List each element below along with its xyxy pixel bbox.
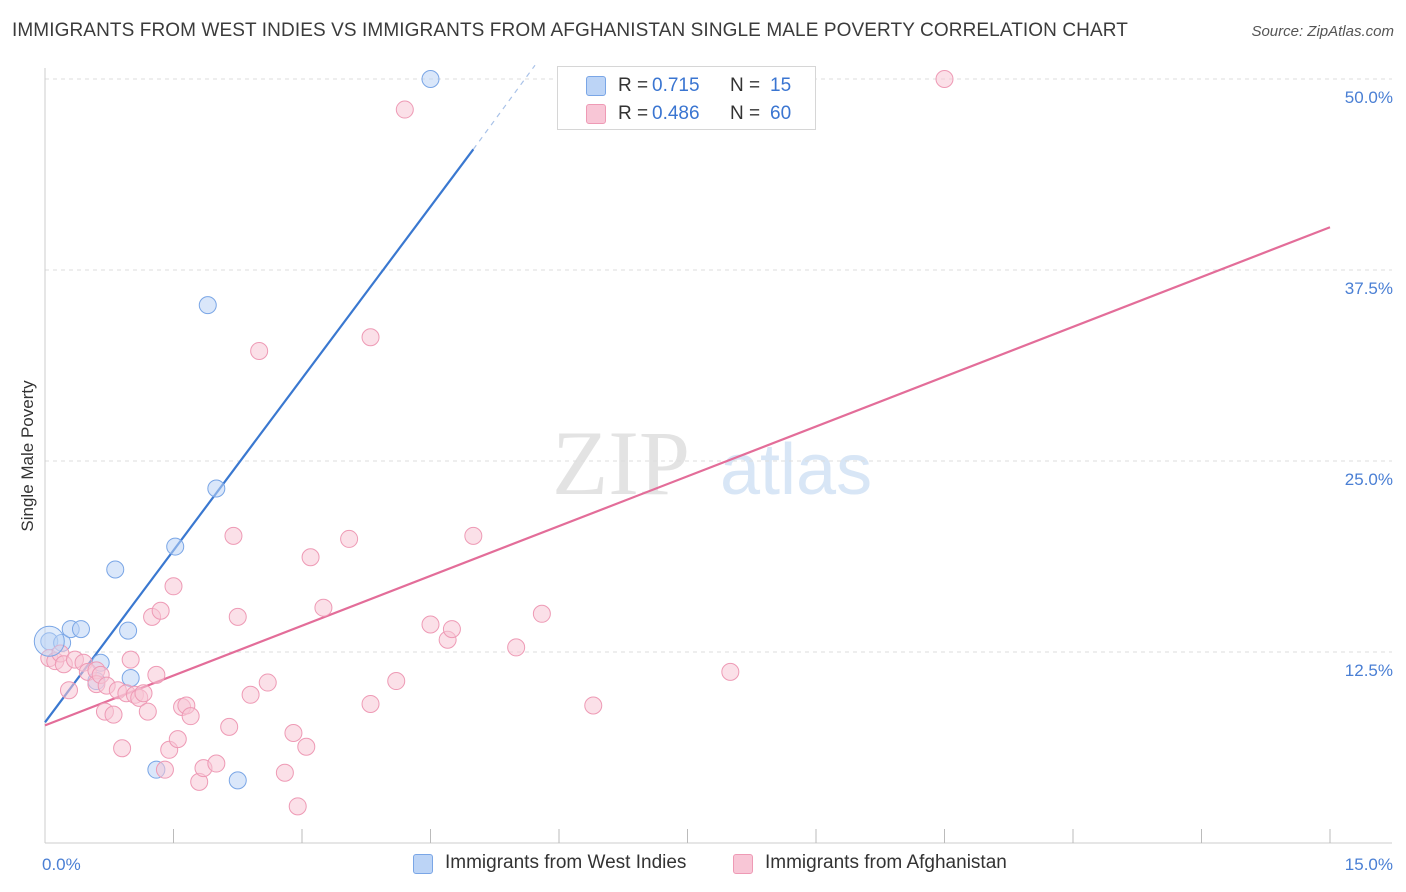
west-indies-point <box>228 771 247 790</box>
afghanistan-point <box>584 696 603 715</box>
afghanistan-point <box>532 604 551 623</box>
legend-swatch-blue <box>586 76 606 96</box>
afghanistan-point <box>147 665 166 684</box>
afghanistan-point <box>113 739 132 758</box>
afghanistan-point <box>361 694 380 713</box>
afghanistan-point <box>121 650 140 669</box>
y-tick-label: 50.0% <box>1345 88 1393 107</box>
watermark-zip: ZIP <box>552 412 690 514</box>
legend-n-value: 60 <box>770 103 792 124</box>
afghanistan-point <box>258 673 277 692</box>
bottom-legend-swatch-pink <box>733 854 753 874</box>
afghanistan-point <box>442 620 461 639</box>
afghanistan-point <box>275 763 294 782</box>
afghanistan-point <box>151 601 170 620</box>
legend-r-value: 0.486 <box>652 103 700 124</box>
afghanistan-point <box>104 705 123 724</box>
afghanistan-point <box>297 737 316 756</box>
afghanistan-point <box>421 615 440 634</box>
west-indies-point-large <box>33 625 65 657</box>
y-tick-label: 12.5% <box>1345 661 1393 680</box>
west-indies-point <box>121 668 140 687</box>
afghanistan-point <box>288 797 307 816</box>
afghanistan-point <box>284 723 303 742</box>
afghanistan-point <box>164 577 183 596</box>
x-tick-label: 15.0% <box>1345 855 1393 874</box>
bottom-legend-swatch-blue <box>413 854 433 874</box>
bottom-legend-label: Immigrants from Afghanistan <box>765 852 1007 873</box>
afghanistan-point <box>395 100 414 119</box>
west-indies-point <box>166 537 185 556</box>
west-indies-trend-line <box>44 148 475 723</box>
tick-labels: 12.5% 25.0% 37.5% 50.0% 0.0% 15.0% <box>42 88 1393 874</box>
legend-n-label: N = <box>730 103 761 124</box>
afghanistan-point <box>220 717 239 736</box>
legend-r-label: R = <box>618 103 649 124</box>
afghanistan-point <box>241 685 260 704</box>
afghanistan-trend-line <box>44 226 1331 727</box>
afghanistan-point <box>228 607 247 626</box>
legend-n-value: 15 <box>770 75 792 96</box>
legend-r-value: 0.715 <box>652 75 700 96</box>
grid <box>45 78 1392 653</box>
west-indies-point <box>119 621 138 640</box>
afghanistan-point <box>464 526 483 545</box>
afghanistan-point <box>721 662 740 681</box>
correlation-legend: R = 0.715 N = 15 R = 0.486 N = 60 <box>557 66 816 130</box>
legend-r-label: R = <box>618 75 649 96</box>
chart-title: IMMIGRANTS FROM WEST INDIES VS IMMIGRANT… <box>12 20 1128 41</box>
trend-lines <box>44 64 1331 727</box>
west-indies-point <box>198 296 217 315</box>
west-indies-point <box>71 620 90 639</box>
west-indies-point <box>421 70 440 88</box>
west-indies-point <box>106 560 125 579</box>
y-tick-label: 25.0% <box>1345 470 1393 489</box>
watermark-atlas: atlas <box>720 430 872 510</box>
legend-n-label: N = <box>730 75 761 96</box>
west-indies-trend-extension <box>472 64 536 150</box>
afghanistan-point <box>301 548 320 567</box>
afghanistan-point <box>340 529 359 548</box>
afghanistan-point <box>361 328 380 347</box>
afghanistan-point <box>314 598 333 617</box>
bottom-legend-label: Immigrants from West Indies <box>445 852 687 873</box>
afghanistan-point <box>224 526 243 545</box>
afghanistan-point <box>207 754 226 773</box>
afghanistan-point <box>507 638 526 657</box>
afghanistan-point <box>138 702 157 721</box>
afghanistan-point <box>181 707 200 726</box>
west-indies-point <box>207 479 226 498</box>
afghanistan-point <box>168 730 187 749</box>
afghanistan-point <box>935 70 954 88</box>
watermark: ZIP atlas <box>552 412 872 514</box>
source-credit: Source: ZipAtlas.com <box>1251 23 1394 40</box>
x-tick-label: 0.0% <box>42 855 81 874</box>
data-points <box>33 70 954 816</box>
afghanistan-point <box>387 672 406 691</box>
afghanistan-point <box>134 684 153 703</box>
legend-swatch-pink <box>586 104 606 124</box>
afghanistan-point <box>250 341 269 360</box>
afghanistan-point <box>59 681 78 700</box>
axes <box>44 68 1392 844</box>
y-tick-label: 37.5% <box>1345 279 1393 298</box>
afghanistan-point <box>155 760 174 779</box>
